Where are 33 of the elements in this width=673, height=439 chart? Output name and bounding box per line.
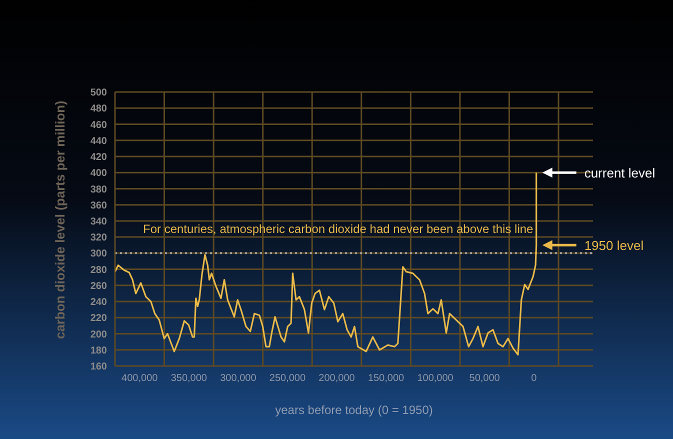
x-tick-label: 50,000: [469, 373, 500, 384]
y-tick-label: 180: [90, 345, 108, 356]
x-axis-title: years before today (0 = 1950): [275, 403, 433, 417]
x-tick-label: 0: [531, 373, 538, 384]
x-tick-label: 100,000: [417, 373, 454, 384]
x-tick-label: 200,000: [318, 373, 356, 384]
x-tick-label: 150,000: [368, 373, 405, 384]
y-tick-label: 360: [90, 200, 108, 212]
y-tick-label: 320: [90, 232, 108, 244]
annotation: 1950 level: [584, 238, 644, 254]
x-tick-label: 350,000: [170, 373, 208, 384]
ref-line-label: For centuries, atmospheric carbon dioxide had never been above this line: [143, 222, 534, 236]
x-tick-label: 400,000: [122, 373, 158, 384]
y-axis-title: carbon dioxide level (parts per million): [52, 100, 68, 339]
y-tick-label: 500: [90, 88, 108, 99]
y-tick-label: 200: [90, 329, 108, 340]
y-tick-label: 460: [90, 120, 108, 131]
x-tick-label: 250,000: [269, 373, 306, 384]
y-tick-label: 380: [90, 184, 108, 196]
y-tick-label: 400: [90, 168, 108, 180]
y-tick-label: 300: [90, 248, 108, 260]
x-tick-label: 300,000: [220, 373, 257, 384]
annotation: current level: [584, 166, 656, 181]
y-tick-label: 160: [90, 362, 108, 373]
y-tick-label: 420: [90, 152, 108, 164]
y-tick-label: 220: [90, 313, 108, 324]
line-series: [115, 172, 538, 356]
y-tick-label: 280: [90, 264, 108, 276]
y-tick-label: 440: [90, 136, 108, 147]
y-tick-label: 480: [90, 104, 108, 115]
y-tick-label: 340: [90, 216, 108, 228]
y-tick-label: 260: [90, 280, 108, 292]
y-tick-label: 240: [90, 297, 108, 308]
